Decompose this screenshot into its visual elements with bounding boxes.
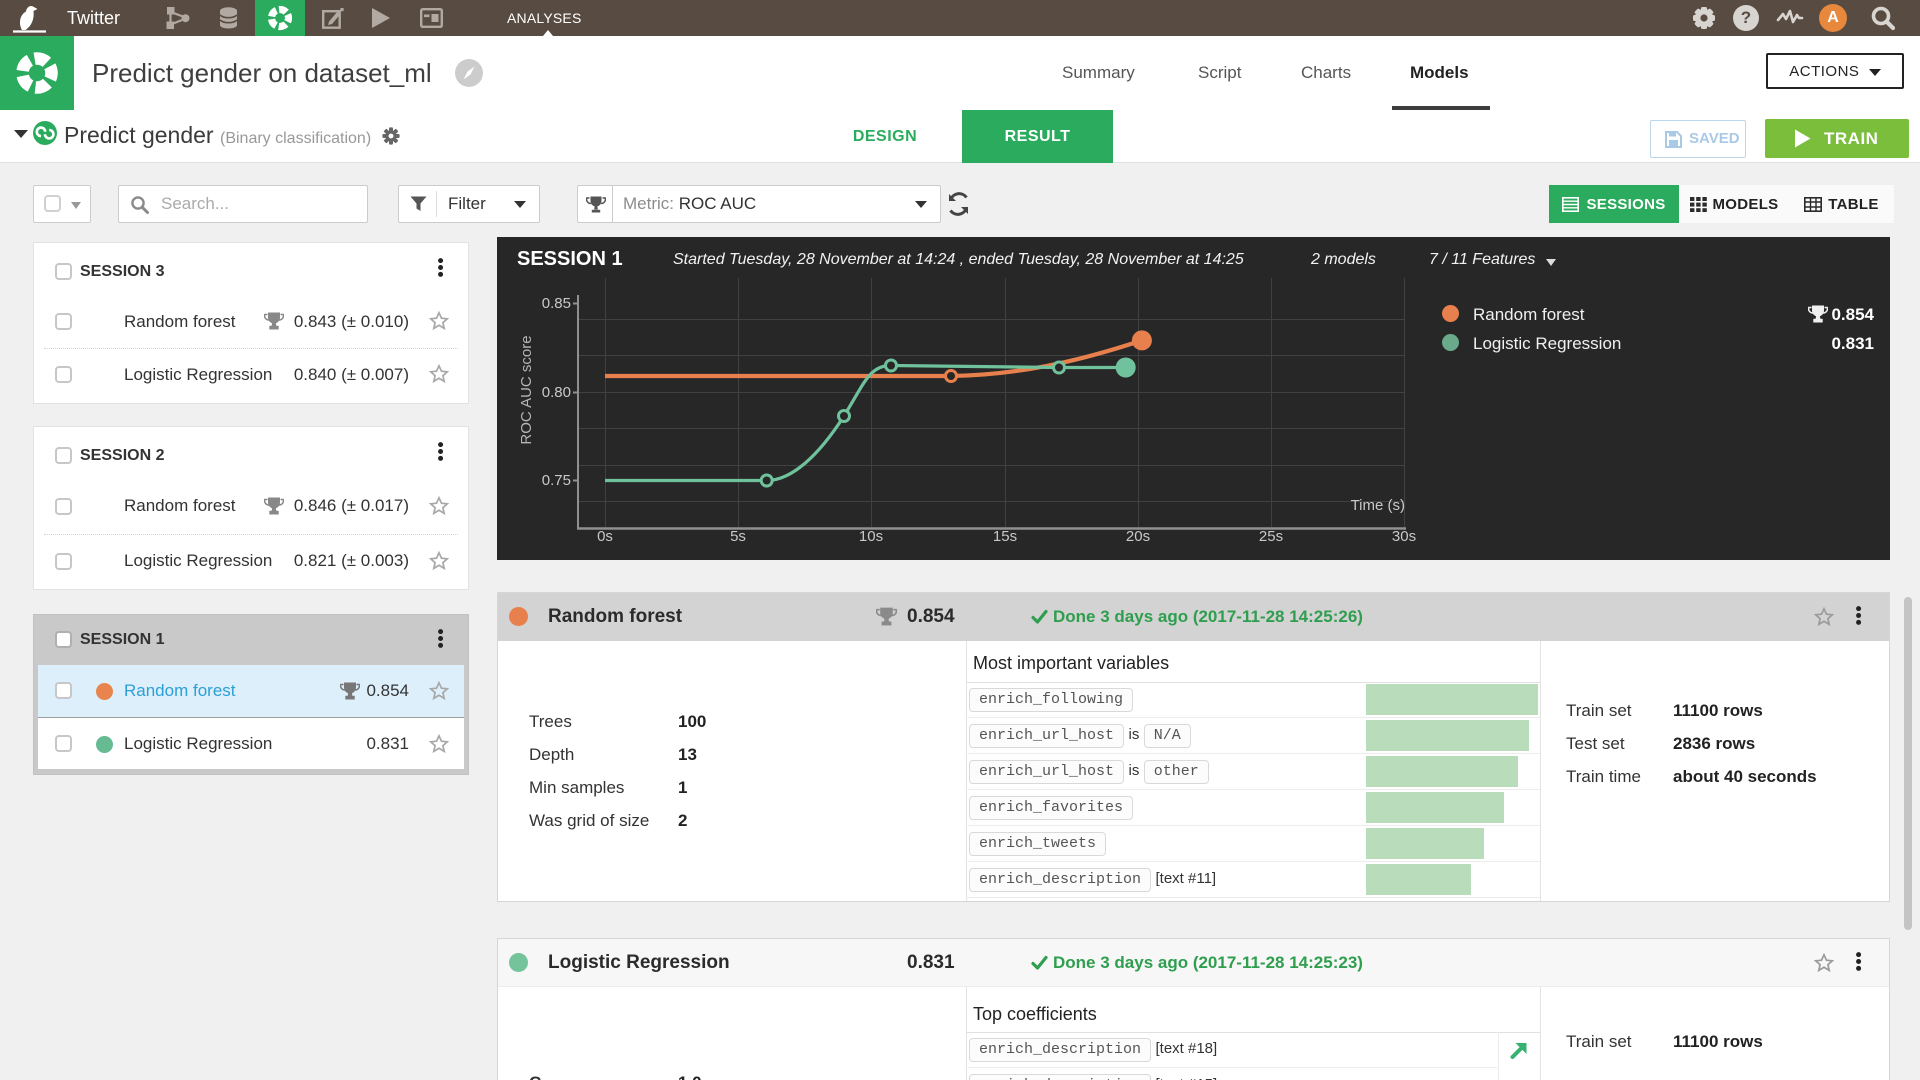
svg-text:5s: 5s [730,528,746,545]
svg-text:10s: 10s [859,528,883,545]
svg-text:15s: 15s [993,528,1017,545]
svg-text:20s: 20s [1126,528,1150,545]
svg-text:ROC AUC score: ROC AUC score [518,335,535,444]
svg-text:0.85: 0.85 [542,295,571,312]
svg-text:25s: 25s [1259,528,1283,545]
svg-text:0.75: 0.75 [542,472,571,489]
svg-text:0.80: 0.80 [542,384,571,401]
svg-text:Time (s): Time (s) [1351,497,1405,514]
svg-text:0s: 0s [597,528,613,545]
svg-text:30s: 30s [1392,528,1416,545]
